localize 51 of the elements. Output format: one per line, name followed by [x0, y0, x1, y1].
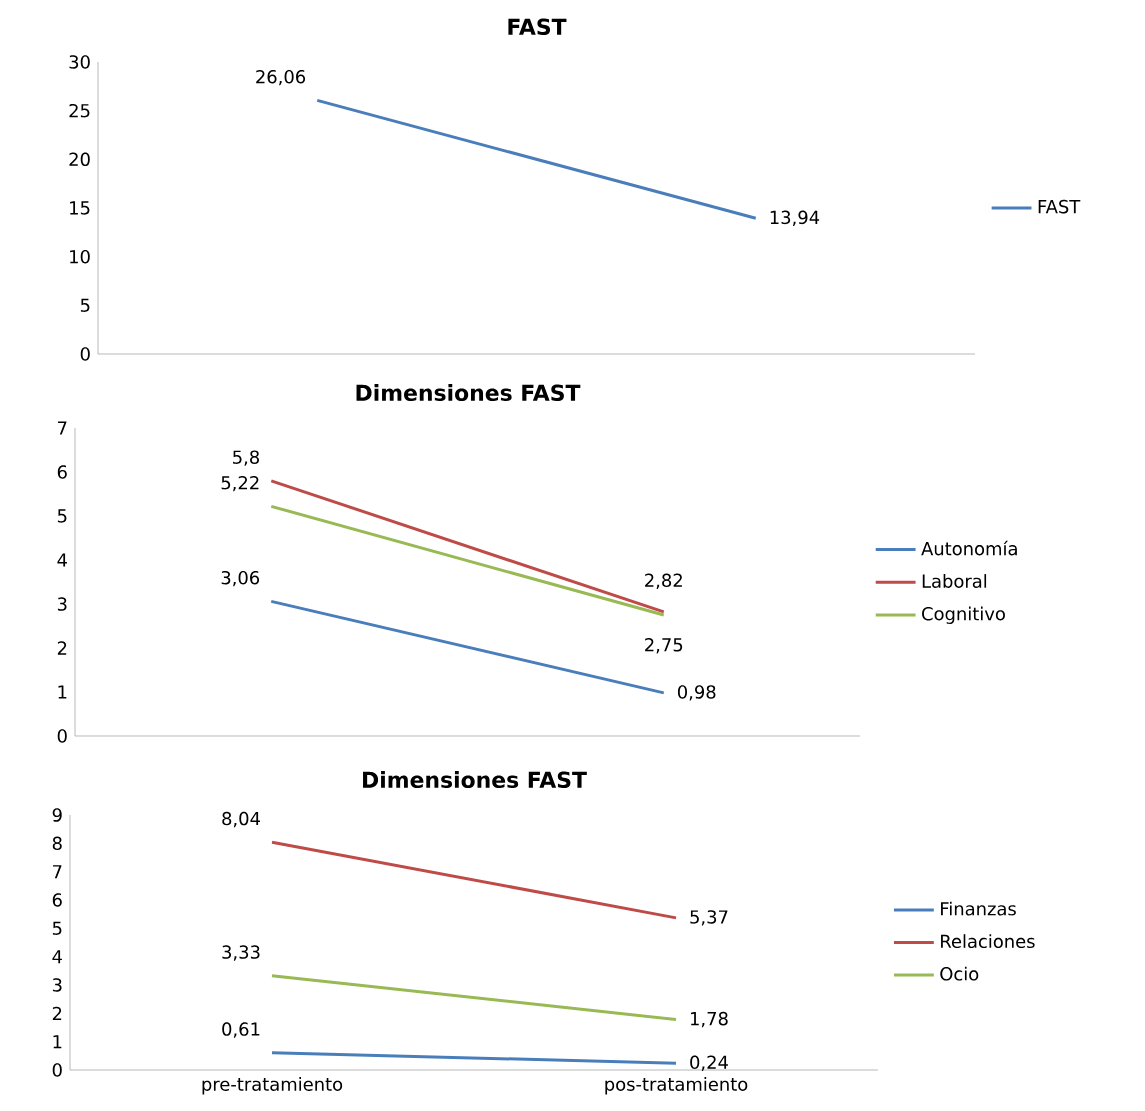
y-tick-label: 1 [58, 685, 67, 699]
data-label: 0,24 [690, 1055, 728, 1071]
y-tick-label: 6 [52, 893, 62, 907]
y-tick-label: 15 [70, 201, 90, 215]
data-label: 5,37 [690, 910, 728, 926]
legend-label: Ocio [940, 966, 979, 981]
y-tick-label: 7 [58, 421, 67, 435]
legend-label: Finanzas [941, 901, 1016, 916]
data-label: 0,61 [222, 1022, 260, 1038]
x-tick-label: pos-tratamiento [605, 1077, 748, 1095]
y-tick-label: 25 [69, 103, 90, 118]
data-label: 13,94 [770, 210, 820, 227]
data-label: 5,8 [233, 450, 259, 466]
data-label: 3,06 [221, 570, 260, 587]
chart-title: FAST [508, 18, 567, 36]
chart-title: Dimensiones FAST [363, 771, 587, 789]
data-label: 2,82 [645, 573, 682, 589]
legend-label: Laboral [922, 574, 987, 588]
y-tick-label: 5 [57, 509, 67, 523]
data-label: 1,78 [690, 1011, 728, 1028]
data-label: 0,98 [677, 685, 716, 701]
data-label: 26,06 [256, 69, 306, 86]
y-tick-label: 2 [57, 641, 67, 655]
y-tick-label: 7 [53, 865, 62, 879]
y-tick-label: 20 [69, 152, 90, 167]
y-tick-label: 30 [69, 55, 90, 69]
y-tick-label: 4 [57, 553, 67, 567]
y-tick-label: 3 [57, 597, 67, 611]
legend-label: Autonomía [921, 540, 1017, 556]
y-tick-label: 0 [52, 1063, 62, 1077]
y-tick-label: 2 [52, 1006, 62, 1020]
chart-title: Dimensiones FAST [356, 384, 581, 402]
legend-label: Cognitivo [922, 606, 1005, 624]
y-tick-label: 4 [52, 950, 62, 964]
x-tick-label: pre-tratamiento [202, 1077, 343, 1095]
legend-label: FAST [1038, 199, 1081, 214]
data-label: 2,75 [645, 637, 683, 654]
y-tick-label: 3 [52, 978, 62, 992]
data-label: 5,22 [221, 475, 259, 492]
legend-label: Relaciones [941, 934, 1035, 949]
y-tick-label: 5 [52, 921, 62, 935]
y-tick-label: 8 [52, 836, 62, 851]
y-tick-label: 0 [57, 729, 67, 743]
data-label: 8,04 [222, 811, 260, 828]
y-tick-label: 0 [80, 347, 90, 361]
data-label: 3,33 [222, 945, 260, 961]
y-tick-label: 5 [80, 298, 90, 312]
y-tick-label: 6 [57, 465, 67, 479]
y-tick-label: 10 [70, 249, 90, 264]
y-tick-label: 1 [53, 1035, 62, 1049]
y-tick-label: 9 [52, 808, 62, 822]
